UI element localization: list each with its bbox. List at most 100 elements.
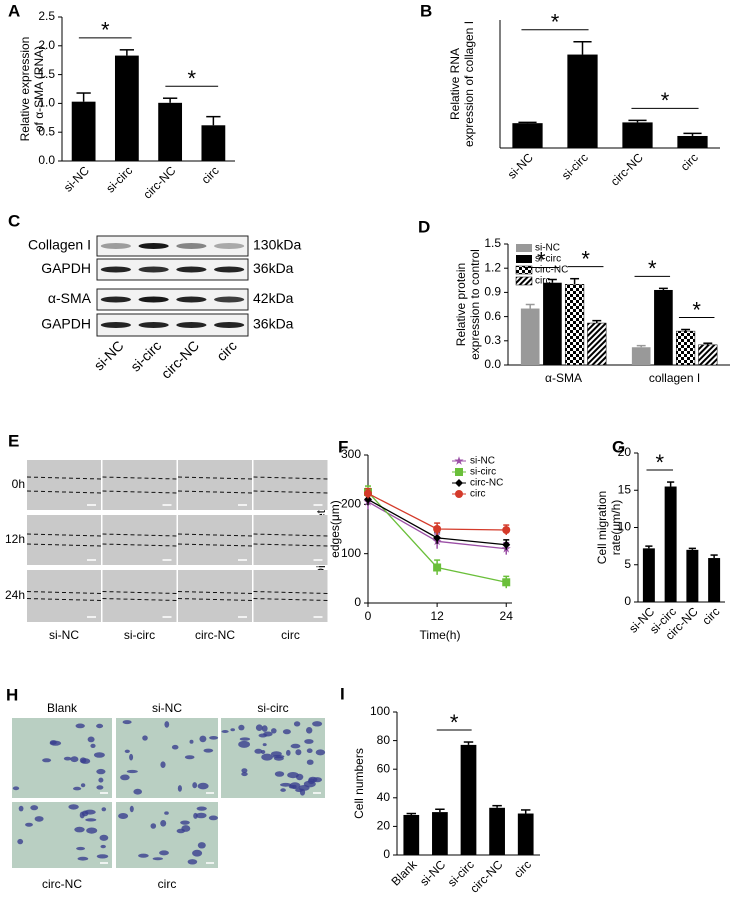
cell (17, 838, 24, 845)
cell (150, 823, 157, 829)
lane-label: circ (281, 628, 300, 642)
cell (238, 724, 245, 731)
x-tick-label: 24 (500, 609, 514, 623)
panel-letter: G (612, 437, 625, 456)
cell (85, 818, 97, 822)
blot-row-label: GAPDH (41, 316, 91, 332)
cell (306, 748, 313, 753)
wound-image (27, 460, 101, 510)
cell (122, 720, 132, 725)
blot-row (96, 258, 249, 281)
cell (126, 769, 138, 774)
cell (93, 752, 105, 758)
x-tick-label: Blank (389, 857, 421, 889)
wound-edge (177, 598, 253, 601)
cell (221, 730, 229, 733)
y-tick-label: 20 (377, 819, 391, 833)
blot-band (214, 296, 245, 303)
blot-size-label: 36kDa (253, 260, 294, 276)
bar (587, 322, 607, 366)
cell (164, 811, 169, 815)
legend-swatch (516, 244, 532, 252)
cell (261, 753, 273, 761)
wound-edge (177, 543, 253, 547)
wound-edge (102, 476, 177, 480)
blot-band (100, 243, 131, 249)
panel-letter: D (418, 217, 430, 236)
marker (502, 525, 511, 534)
cell (77, 856, 89, 861)
cell (70, 756, 79, 763)
y-tick-label: 60 (377, 761, 391, 775)
blot-band (176, 243, 207, 249)
cell (49, 740, 57, 745)
cell (187, 859, 198, 865)
y-tick-label: 0.0 (484, 357, 501, 371)
cell (84, 809, 96, 815)
cell (152, 857, 163, 861)
group-label: circ-NC (42, 877, 82, 891)
cell (299, 788, 306, 796)
cell (261, 725, 268, 732)
panel-letter: F (338, 437, 348, 456)
cell (195, 812, 207, 819)
cell (76, 846, 85, 851)
blot-size-label: 130kDa (253, 237, 301, 253)
blot-band (138, 266, 169, 273)
panel-letter: H (6, 685, 18, 704)
wound-edge (26, 533, 102, 537)
cell (86, 827, 98, 834)
significance-label: * (648, 256, 657, 281)
cell (295, 749, 302, 756)
marker (502, 540, 511, 549)
marker (455, 468, 463, 476)
x-tick-label: circ-NC (608, 150, 646, 188)
wound-edge (253, 476, 328, 480)
y-tick-label: 15 (618, 482, 632, 496)
cell (99, 834, 109, 841)
y-tick-label: 100 (370, 704, 390, 718)
cell (142, 735, 148, 741)
y-tick-label: 0.6 (484, 309, 501, 323)
x-tick-label: si-circ (103, 163, 135, 195)
bar (677, 135, 708, 148)
marker (455, 490, 463, 498)
y-axis-label: Relative expression (18, 37, 32, 142)
bar (642, 548, 655, 602)
cell (238, 740, 251, 748)
cell (258, 733, 268, 738)
cell (138, 853, 149, 858)
legend-label: circ-NC (470, 478, 503, 489)
blot-size-label: 42kDa (253, 290, 294, 306)
y-tick-label: 0.9 (484, 285, 501, 299)
y-tick-label: 1.2 (484, 260, 501, 274)
cell (176, 828, 185, 834)
cell (288, 784, 295, 789)
cell (74, 826, 85, 833)
significance-label: * (551, 10, 560, 35)
bar (432, 812, 448, 855)
panel-letter: A (8, 1, 20, 20)
significance-label: * (581, 246, 590, 271)
cell (290, 743, 301, 749)
cell (197, 842, 206, 849)
cell (304, 739, 314, 744)
cell (271, 728, 277, 734)
x-tick-label: si-NC (417, 857, 448, 888)
wound-edge (102, 490, 177, 494)
marker (454, 456, 464, 465)
cell (160, 820, 167, 827)
wound-edge (253, 543, 328, 547)
cell (129, 753, 134, 761)
bar (489, 807, 505, 855)
cell (68, 804, 79, 810)
cell (270, 751, 282, 757)
cell (177, 785, 182, 792)
significance-label: * (537, 247, 546, 272)
cell (184, 755, 195, 760)
cell (42, 758, 52, 763)
legend-label: si-circ (535, 254, 561, 265)
bar (512, 123, 543, 148)
panel-letter: C (8, 211, 20, 230)
legend-label: circ (535, 276, 551, 287)
